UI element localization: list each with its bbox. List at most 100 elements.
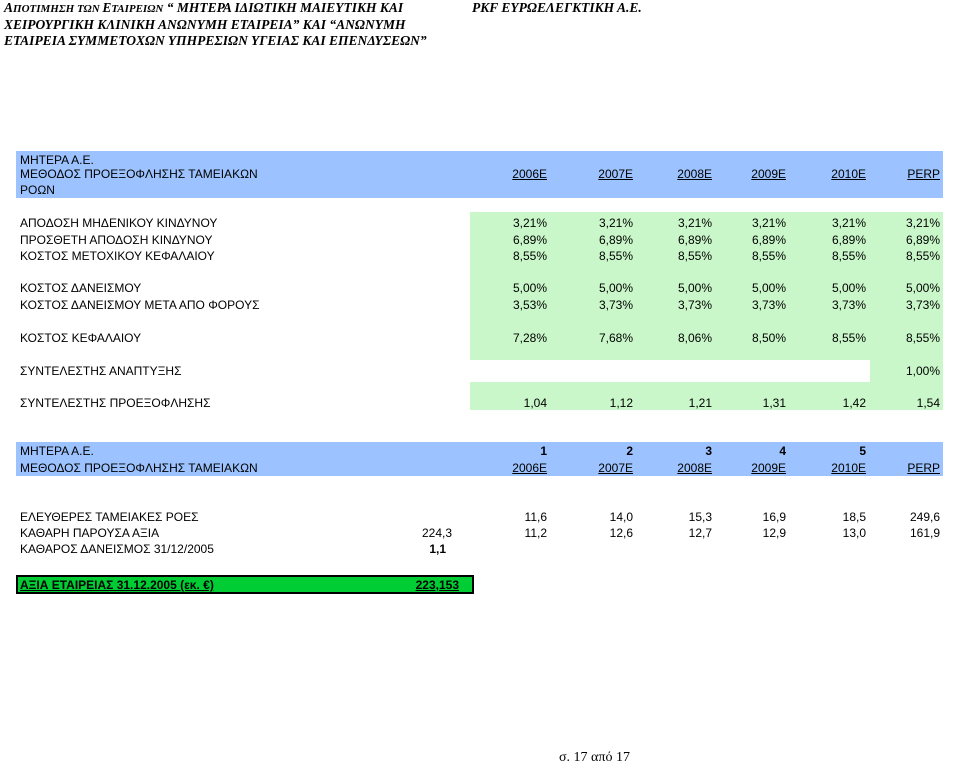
table2-year-header: 2009E: [751, 461, 786, 475]
table1-row-label: ΚΟΣΤΟΣ ΔΑΝΕΙΣΜΟΥ ΜΕΤΑ ΑΠΟ ΦΟΡΟΥΣ: [20, 298, 260, 312]
table1-cell: 6,89%: [677, 233, 712, 247]
table1-cell: 3,21%: [751, 216, 786, 230]
table1-cell: 6,89%: [512, 233, 547, 247]
table1-header-band: [16, 151, 943, 198]
table1-cell: 8,55%: [598, 249, 633, 263]
table2-period: 2: [626, 444, 633, 458]
table1-cell: 1,21: [688, 396, 712, 410]
table1-cell: 7,68%: [598, 331, 633, 345]
table1-cell: 8,55%: [751, 249, 786, 263]
table2-row-label: ΚΑΘΑΡΗ ΠΑΡΟΥΣΑ ΑΞΙΑ: [20, 526, 160, 540]
table1-cell: 8,55%: [905, 249, 940, 263]
table1-cell: 8,55%: [831, 331, 866, 345]
table2-cell: 12,7: [688, 526, 712, 540]
header-line-1: ΑΠΟΤΙΜΗΣΗ ΤΩΝ ΕΤΑΙΡΕΙΩΝ “ ΜΗΤΕΡΑ ΙΔΙΩΤΙΚ…: [4, 0, 404, 15]
header-line-2: ΧΕΙΡΟΥΡΓΙΚΗ ΚΛΙΝΙΚΗ ΑΝΩΝΥΜΗ ΕΤΑΙΡΕΙΑ” ΚΑ…: [4, 17, 406, 32]
page-number: σ. 17 από 17: [559, 750, 630, 765]
table1-cell: 8,55%: [677, 249, 712, 263]
table1-cell: 6,89%: [598, 233, 633, 247]
table1-method-line1: ΜΕΘΟΔΟΣ ΠΡΟΕΞΟΦΛΗΣΗΣ ΤΑΜΕΙΑΚΩΝ: [20, 167, 258, 181]
company-value: 223,153: [415, 578, 459, 592]
table2-cell: 18,5: [842, 510, 866, 524]
table1-cell: 5,00%: [677, 281, 712, 295]
header-line-3: ΕΤΑΙΡΕΙΑ ΣΥΜΜΕΤΟΧΩΝ ΥΠΗΡΕΣΙΩΝ ΥΓΕΙΑΣ ΚΑΙ…: [4, 33, 427, 48]
document-header-left: ΑΠΟΤΙΜΗΣΗ ΤΩΝ ΕΤΑΙΡΕΙΩΝ “ ΜΗΤΕΡΑ ΙΔΙΩΤΙΚ…: [4, 0, 427, 49]
table2-row-label: ΚΑΘΑΡΟΣ ΔΑΝΕΙΣΜΟΣ 31/12/2005: [20, 542, 214, 556]
table1-cell: 8,55%: [905, 331, 940, 345]
table1-cell: 3,73%: [831, 298, 866, 312]
table1-growth-blank: [470, 360, 870, 382]
table1-cell: 3,73%: [677, 298, 712, 312]
table1-cell: 3,73%: [905, 298, 940, 312]
table1-cell: 1,31: [762, 396, 786, 410]
table1-row-label: ΠΡΟΣΘΕΤΗ ΑΠΟΔΟΣΗ ΚΙΝΔΥΝΟΥ: [20, 233, 213, 247]
table1-row-label: ΑΠΟΔΟΣΗ ΜΗΔΕΝΙΚΟΥ ΚΙΝΔΥΝΟΥ: [20, 216, 218, 230]
company-value-box: [16, 575, 474, 594]
table2-row-label: ΕΛΕΥΘΕΡΕΣ ΤΑΜΕΙΑΚΕΣ ΡΟΕΣ: [20, 510, 199, 524]
table1-cell: 3,73%: [598, 298, 633, 312]
table1-cell: 1,00%: [905, 364, 940, 378]
table1-year-header: 2009E: [751, 167, 786, 181]
table2-total: 224,3: [421, 526, 452, 540]
table1-cell: 3,21%: [598, 216, 633, 230]
table1-cell: 5,00%: [512, 281, 547, 295]
table2-cell: 14,0: [609, 510, 633, 524]
table1-cell: 5,00%: [831, 281, 866, 295]
company-value-label: ΑΞΙΑ ΕΤΑΙΡΕΙΑΣ 31.12.2005 (εκ. €): [20, 578, 214, 592]
table1-cell: 8,55%: [512, 249, 547, 263]
table1-cell: 3,21%: [905, 216, 940, 230]
table1-method-line2: ΡΟΩΝ: [20, 183, 55, 197]
table2-period: 3: [705, 444, 712, 458]
table1-cell: 3,21%: [831, 216, 866, 230]
table1-cell: 6,89%: [905, 233, 940, 247]
table2-period: 1: [540, 444, 547, 458]
table2-cell: 13,0: [842, 526, 866, 540]
table2-period: 4: [779, 444, 786, 458]
table1-row-label: ΣΥΝΤΕΛΕΣΤΗΣ ΠΡΟΕΞΟΦΛΗΣΗΣ: [20, 396, 211, 410]
table2-cell: 12,9: [762, 526, 786, 540]
table1-year-header: 2006E: [512, 167, 547, 181]
table1-cell: 3,21%: [677, 216, 712, 230]
table2-cell: 11,2: [524, 526, 547, 540]
table2-year-header: PERP: [907, 461, 940, 475]
table2-company: ΜΗΤΕΡΑ Α.Ε.: [20, 444, 94, 458]
table1-cell: 1,04: [523, 396, 547, 410]
table1-cell: 3,21%: [512, 216, 547, 230]
table1-cell: 5,00%: [905, 281, 940, 295]
table1-year-header: PERP: [907, 167, 940, 181]
table1-cell: 6,89%: [751, 233, 786, 247]
table1-company: ΜΗΤΕΡΑ Α.Ε.: [20, 153, 94, 167]
table1-row-label: ΚΟΣΤΟΣ ΚΕΦΑΛΑΙΟΥ: [20, 331, 142, 345]
table1-cell: 6,89%: [831, 233, 866, 247]
table2-cell: 15,3: [688, 510, 712, 524]
table1-cell: 1,12: [609, 396, 633, 410]
table2-header-band: [16, 442, 943, 476]
table1-cell: 3,53%: [512, 298, 547, 312]
table1-year-header: 2008E: [677, 167, 712, 181]
table2-cell: 11,6: [524, 510, 547, 524]
table2-year-header: 2008E: [677, 461, 712, 475]
table2-period: 5: [859, 444, 866, 458]
table2-cell: 12,6: [609, 526, 633, 540]
table1-cell: 8,06%: [677, 331, 712, 345]
table2-year-header: 2010E: [831, 461, 866, 475]
table2-total: 1,1: [429, 542, 446, 556]
table2-year-header: 2007E: [598, 461, 633, 475]
table1-cell: 1,42: [842, 396, 866, 410]
table1-cell: 5,00%: [598, 281, 633, 295]
table1-cell: 7,28%: [512, 331, 547, 345]
table2-cell: 16,9: [762, 510, 786, 524]
table1-cell: 8,55%: [831, 249, 866, 263]
document-header-right: PKF ΕΥΡΩΕΛΕΓΚΤΙΚΗ Α.Ε.: [472, 0, 642, 15]
table2-method: ΜΕΘΟΔΟΣ ΠΡΟΕΞΟΦΛΗΣΗΣ ΤΑΜΕΙΑΚΩΝ: [20, 461, 258, 475]
table1-year-header: 2007E: [598, 167, 633, 181]
table2-year-header: 2006E: [512, 461, 547, 475]
table1-cell: 1,54: [916, 396, 940, 410]
table1-row-label: ΚΟΣΤΟΣ ΜΕΤΟΧΙΚΟΥ ΚΕΦΑΛΑΙΟΥ: [20, 249, 215, 263]
table1-cell: 5,00%: [751, 281, 786, 295]
table2-cell: 249,6: [909, 510, 940, 524]
table1-row-label: ΣΥΝΤΕΛΕΣΤΗΣ ΑΝΑΠΤΥΞΗΣ: [20, 364, 182, 378]
table1-cell: 3,73%: [751, 298, 786, 312]
table1-year-header: 2010E: [831, 167, 866, 181]
table1-row-label: ΚΟΣΤΟΣ ΔΑΝΕΙΣΜΟΥ: [20, 281, 142, 295]
